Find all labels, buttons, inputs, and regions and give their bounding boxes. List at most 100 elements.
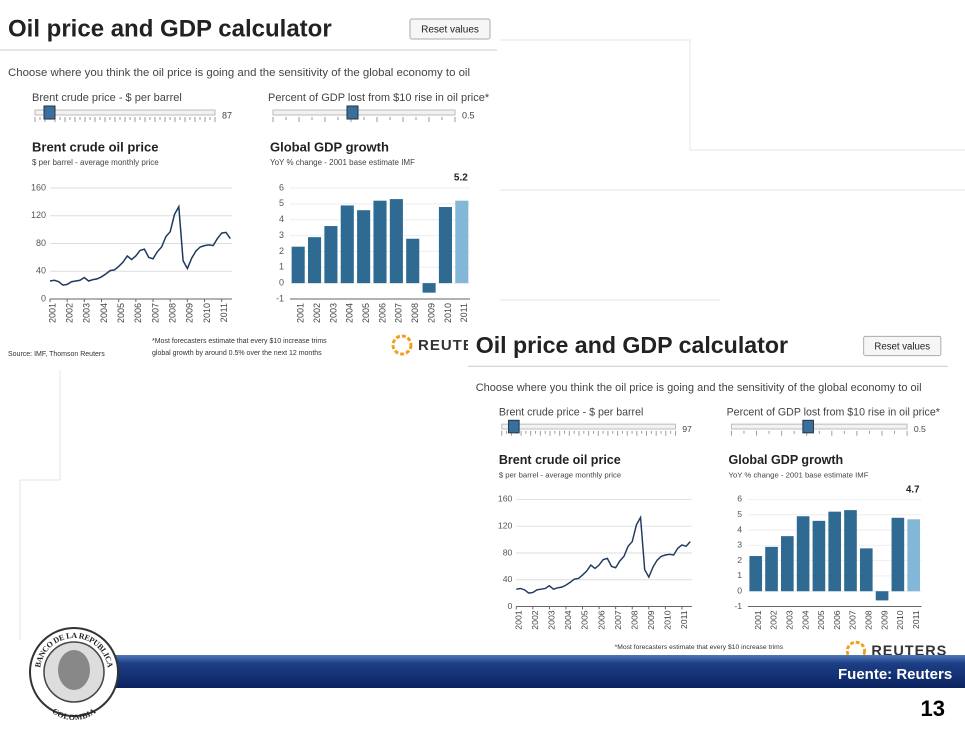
slider-handle[interactable] <box>346 105 359 120</box>
x-tick-label: 2007 <box>848 610 858 629</box>
bar <box>373 200 387 284</box>
x-tick-label: 2006 <box>596 610 606 629</box>
chart-title: Global GDP growth <box>270 139 389 154</box>
x-tick-label: 2001 <box>753 610 763 629</box>
y-tick-label: 80 <box>36 238 46 248</box>
y-tick-label: 160 <box>31 182 46 192</box>
slider-label: Percent of GDP lost from $10 rise in oil… <box>727 406 940 418</box>
y-tick-label: 4 <box>279 214 284 224</box>
emblem: BANCO DE LA REPUBLICA COLOMBIA <box>29 627 119 722</box>
x-tick-label: 2003 <box>82 303 92 323</box>
x-tick-label: 2008 <box>863 610 873 629</box>
y-tick-label: 40 <box>503 574 513 584</box>
x-tick-label: 2010 <box>443 303 453 323</box>
value-label: 5.2 <box>454 173 468 184</box>
slider-value: 87 <box>222 110 232 120</box>
x-tick-label: 2005 <box>580 610 590 629</box>
y-tick-label: 40 <box>36 266 46 276</box>
y-tick-label: 160 <box>498 494 513 504</box>
slider-label: Percent of GDP lost from $10 rise in oil… <box>268 92 490 104</box>
widget: Oil price and GDP calculator Reset values… <box>0 0 497 360</box>
x-tick-label: 2010 <box>663 610 673 629</box>
bar <box>875 591 889 601</box>
reset-button[interactable] <box>863 335 942 357</box>
x-tick-label: 2011 <box>459 303 469 322</box>
x-tick-label: 2001 <box>47 303 57 323</box>
slider-track <box>730 423 908 430</box>
x-tick-label: 2007 <box>150 303 160 323</box>
x-tick-label: 2005 <box>816 610 826 629</box>
x-tick-label: 2004 <box>563 610 573 629</box>
x-tick-label: 2009 <box>426 303 436 323</box>
x-tick-label: 2004 <box>800 610 810 629</box>
x-tick-label: 2010 <box>895 610 905 629</box>
widget-title: Oil price and GDP calculator <box>476 332 788 358</box>
slider-label: Brent crude price - $ per barrel <box>499 406 643 418</box>
x-tick-label: 2009 <box>646 610 656 629</box>
slider-value: 0.5 <box>462 110 475 120</box>
bar <box>422 283 436 293</box>
bar <box>357 210 371 284</box>
slider-track <box>34 109 216 116</box>
widget-background <box>468 318 948 666</box>
slider-handle[interactable] <box>43 105 56 120</box>
slider-handle[interactable] <box>508 419 520 434</box>
y-tick-label: 80 <box>503 547 513 557</box>
background-lines <box>19 39 965 640</box>
x-tick-label: 2011 <box>911 610 921 629</box>
y-tick-label: -1 <box>734 601 742 611</box>
bar <box>308 237 322 284</box>
bar <box>796 516 810 592</box>
x-tick-label: 2008 <box>629 610 639 629</box>
y-tick-label: 5 <box>279 198 284 208</box>
x-tick-label: 2010 <box>202 303 212 323</box>
x-tick-label: 2002 <box>530 610 540 629</box>
slider-label: Brent crude price - $ per barrel <box>32 92 182 104</box>
bar <box>828 511 842 592</box>
reset-button[interactable] <box>409 18 491 40</box>
source: Source: IMF, Thomson Reuters <box>8 351 105 358</box>
x-tick-label: 2002 <box>65 303 75 323</box>
slider-handle[interactable] <box>802 419 814 434</box>
y-tick-label: 1 <box>737 570 742 580</box>
y-tick-label: 3 <box>737 540 742 550</box>
reset-button-label[interactable]: Reset values <box>874 341 930 352</box>
chart-subtitle: $ per barrel - average monthly price <box>499 470 621 479</box>
bar <box>340 205 354 284</box>
widget-title: Oil price and GDP calculator <box>8 15 332 42</box>
y-tick-label: 4 <box>737 524 742 534</box>
x-tick-label: 2003 <box>328 303 338 323</box>
y-tick-label: 6 <box>279 182 284 192</box>
bar <box>749 556 763 592</box>
bar <box>859 548 873 592</box>
widget: Oil price and GDP calculator Reset values… <box>468 318 948 666</box>
bar <box>907 519 920 592</box>
x-tick-label: 2008 <box>410 303 420 323</box>
x-tick-label: 2002 <box>769 610 779 629</box>
x-tick-label: 2001 <box>513 610 523 629</box>
footnote: *Most forecasters estimate that every $1… <box>152 338 327 345</box>
bar <box>844 510 857 592</box>
y-tick-label: 6 <box>737 494 742 504</box>
x-tick-label: 2011 <box>679 610 689 629</box>
y-tick-label: 1 <box>279 262 284 272</box>
chart-subtitle: YoY % change - 2001 base estimate IMF <box>729 470 869 479</box>
x-tick-label: 2011 <box>219 303 229 322</box>
y-tick-label: 0 <box>508 601 513 611</box>
slider-value: 0.5 <box>914 424 926 434</box>
reset-button-label[interactable]: Reset values <box>421 25 479 36</box>
y-tick-label: 2 <box>279 246 284 256</box>
x-tick-label: 2006 <box>133 303 143 323</box>
bar <box>406 238 420 284</box>
chart-subtitle: $ per barrel - average monthly price <box>32 158 159 167</box>
bar <box>291 246 305 284</box>
instruction: Choose where you think the oil price is … <box>8 67 470 79</box>
y-tick-label: 0 <box>737 586 742 596</box>
chart-title: Brent crude oil price <box>499 453 621 467</box>
page-number: 13 <box>921 696 945 721</box>
x-tick-label: 2001 <box>296 303 306 323</box>
slider-value: 97 <box>682 424 692 434</box>
bar <box>455 200 469 284</box>
bar <box>389 199 403 284</box>
